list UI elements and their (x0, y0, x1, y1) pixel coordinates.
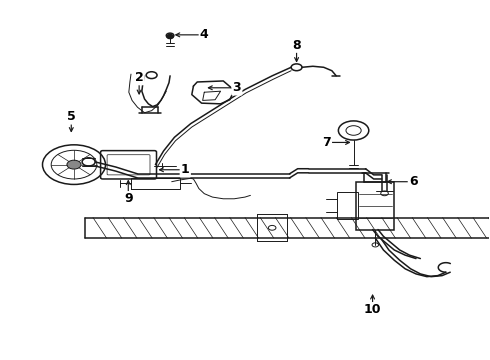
Text: 4: 4 (200, 28, 209, 41)
Text: 2: 2 (135, 71, 144, 84)
Text: 3: 3 (233, 81, 241, 94)
Text: 1: 1 (181, 163, 190, 176)
Text: 9: 9 (124, 192, 133, 205)
Text: 6: 6 (409, 175, 417, 188)
Text: 10: 10 (364, 303, 381, 316)
Text: 5: 5 (67, 110, 75, 123)
Text: 8: 8 (292, 39, 301, 51)
Circle shape (167, 35, 173, 39)
Text: 7: 7 (322, 136, 331, 149)
Circle shape (67, 160, 81, 169)
